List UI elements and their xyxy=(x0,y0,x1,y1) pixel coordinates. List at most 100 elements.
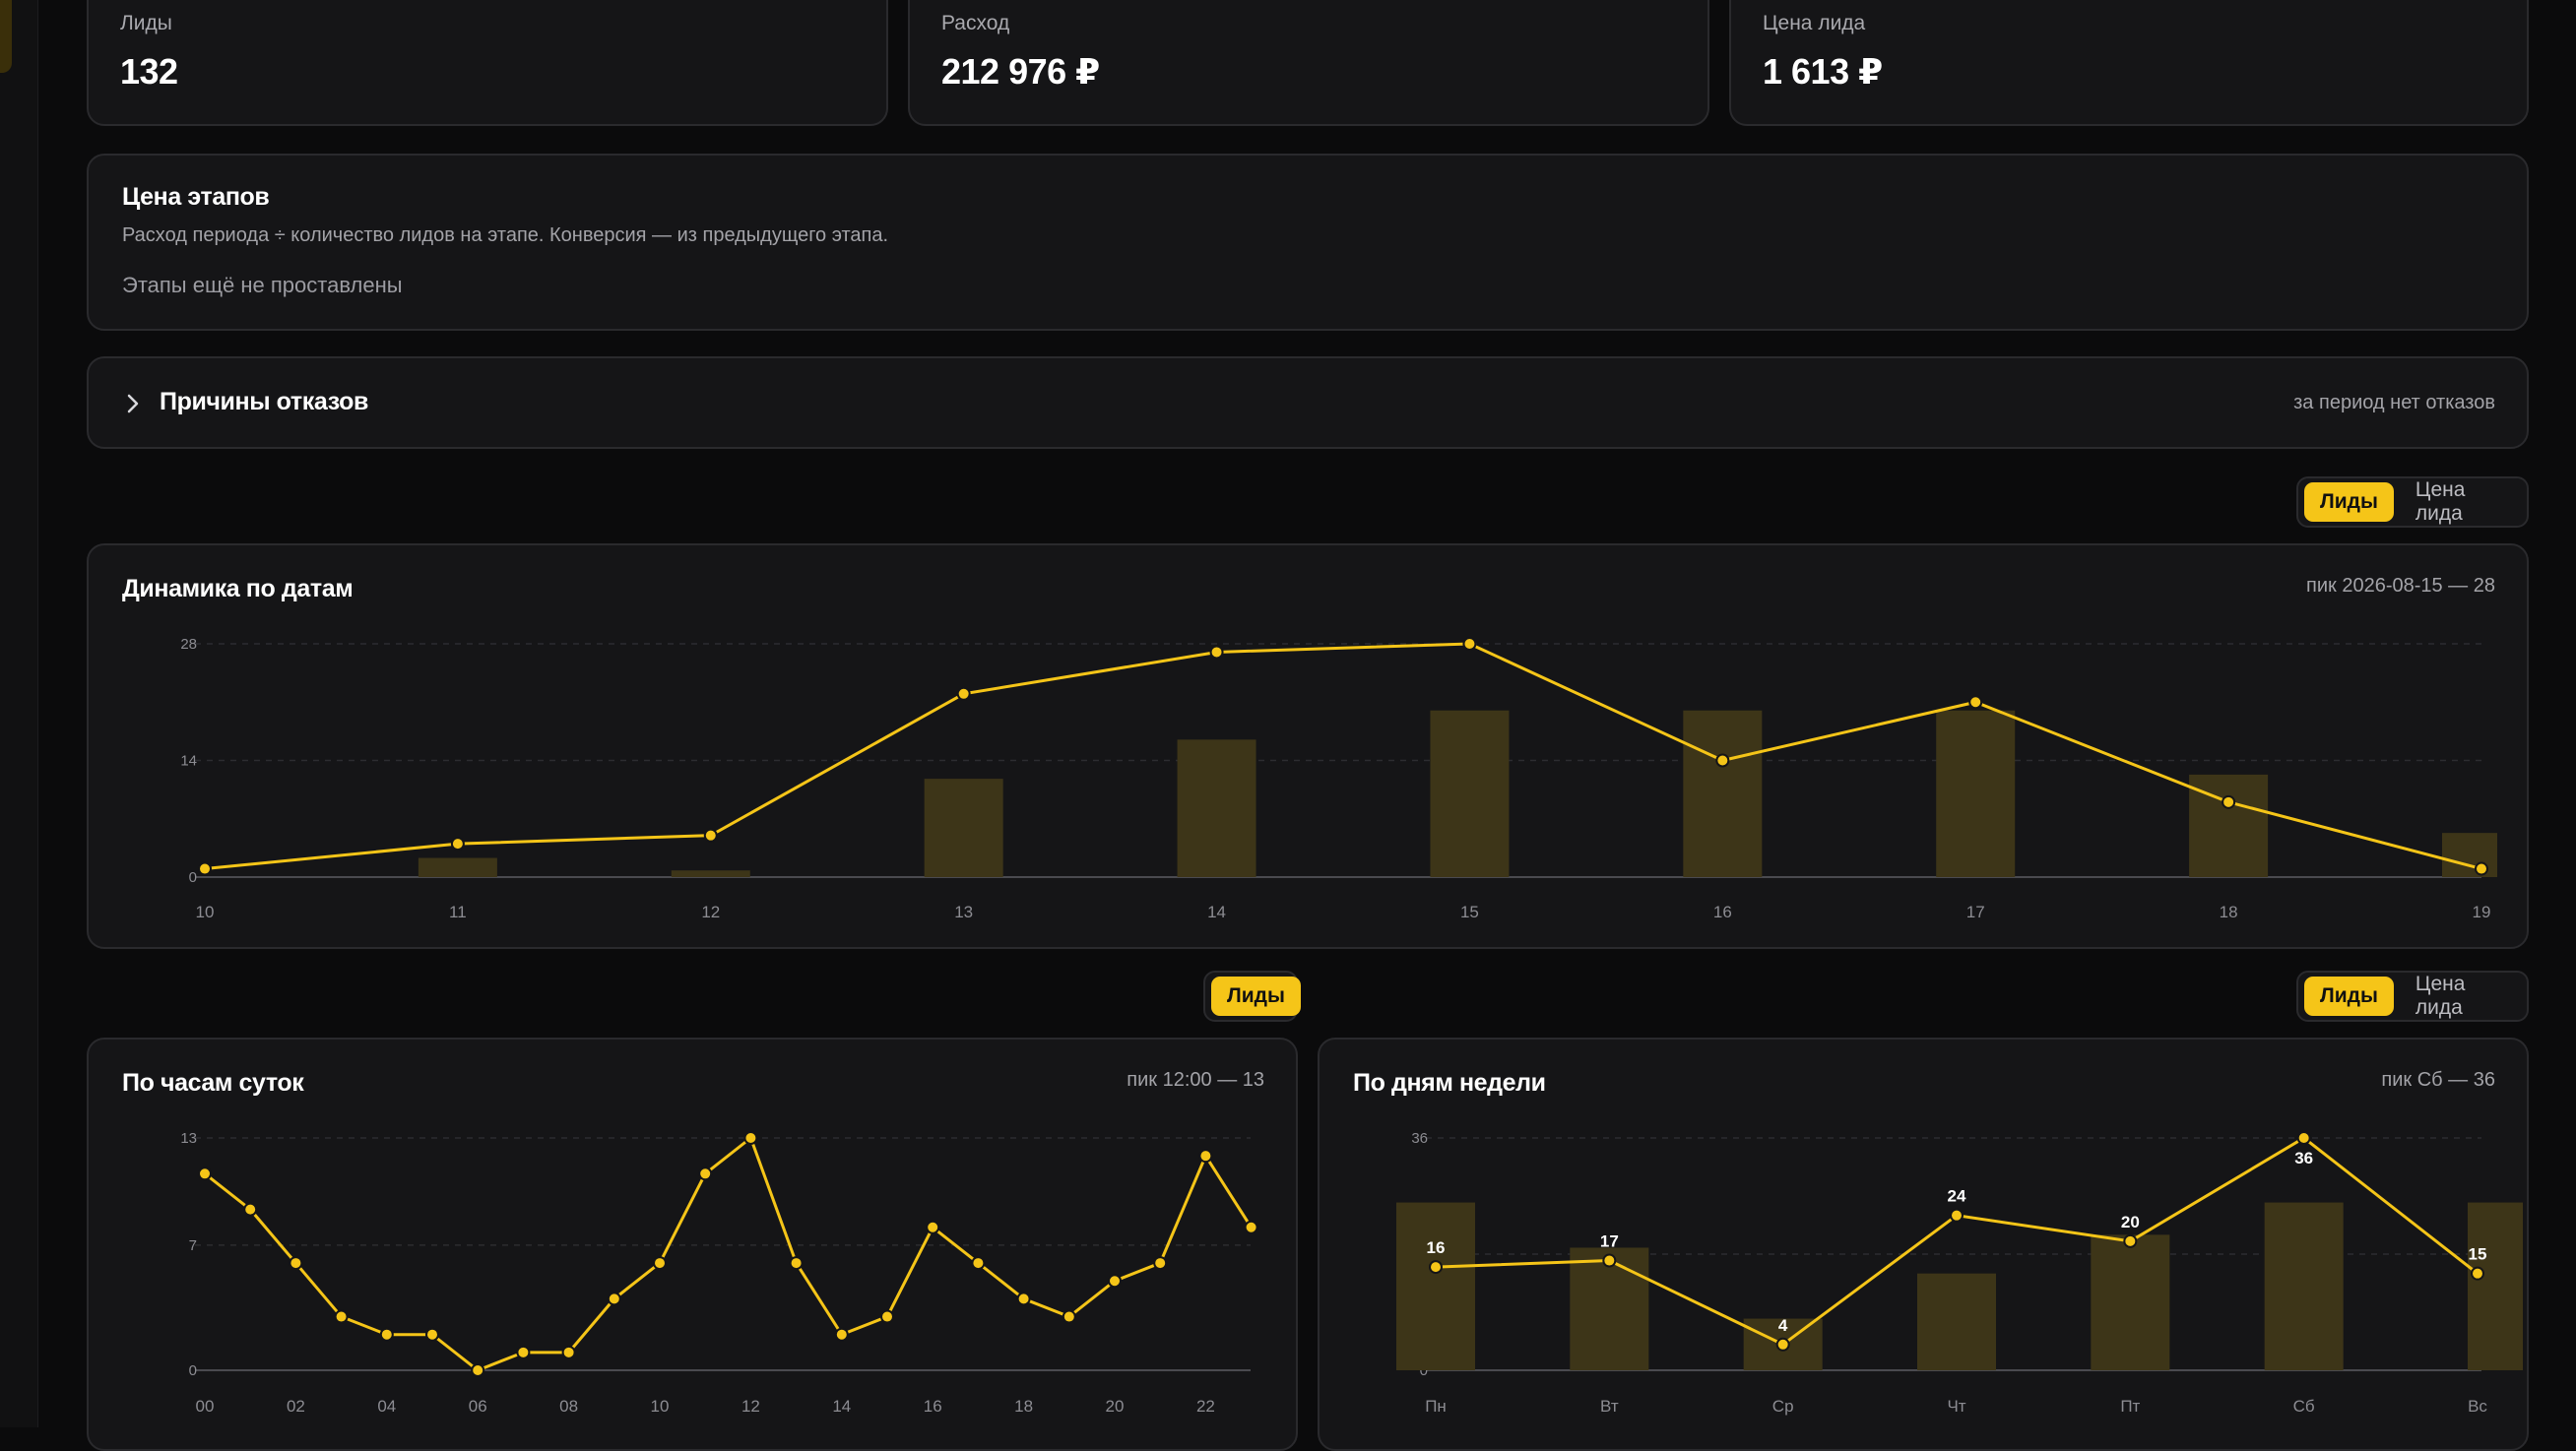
bar xyxy=(2091,1234,2170,1370)
bar xyxy=(2468,1202,2523,1370)
bar xyxy=(2264,1202,2344,1370)
x-tick-label: 04 xyxy=(377,1397,396,1416)
series-line xyxy=(204,642,2482,871)
bar xyxy=(1917,1273,1996,1370)
kpi-label: Цена лида xyxy=(1763,12,1866,34)
card-title: Причины отказов xyxy=(160,388,368,415)
x-tick-label: 12 xyxy=(701,903,720,921)
toggle-option-leads[interactable]: Лиды xyxy=(2304,482,2394,522)
x-tick-label: 18 xyxy=(2220,903,2238,921)
x-tick-label: 10 xyxy=(196,903,215,921)
data-point xyxy=(2296,1131,2311,1145)
chart-peak-note: пик 12:00 — 13 xyxy=(1127,1069,1264,1091)
x-tick-label: 17 xyxy=(1966,903,1985,921)
data-point xyxy=(1153,1256,1168,1271)
data-point xyxy=(698,1167,713,1181)
data-point xyxy=(926,1220,940,1234)
chart-peak-note: пик Сб — 36 xyxy=(2381,1069,2495,1091)
card-title: Цена этапов xyxy=(122,183,270,211)
sidebar-edge xyxy=(0,0,38,1427)
rejection-reasons-card[interactable]: Причины отказов за период нет отказов xyxy=(87,356,2529,449)
data-point xyxy=(198,1167,212,1181)
series-line xyxy=(204,1135,1253,1372)
data-point xyxy=(880,1309,894,1324)
data-point xyxy=(1602,1253,1617,1268)
data-label: 15 xyxy=(2469,1245,2487,1264)
data-point xyxy=(1198,1149,1213,1164)
x-tick-label: Пн xyxy=(1425,1397,1447,1416)
data-point xyxy=(2475,861,2488,876)
metric-toggle-hours: Лиды xyxy=(1203,971,1301,1022)
bar xyxy=(671,870,750,877)
x-tick-label: 13 xyxy=(954,903,973,921)
data-point xyxy=(1016,1292,1031,1306)
kpi-value: 212 976 ₽ xyxy=(941,51,1100,92)
y-tick-label: 14 xyxy=(180,753,197,770)
data-point xyxy=(334,1309,349,1324)
data-point xyxy=(1108,1274,1122,1289)
x-tick-label: 20 xyxy=(1106,1397,1125,1416)
metric-toggle-weekdays: Лиды Цена лида xyxy=(2296,971,2529,1022)
data-point xyxy=(450,837,465,852)
bar xyxy=(418,857,497,877)
data-point xyxy=(1244,1220,1258,1234)
data-point xyxy=(834,1327,849,1342)
stage-empty-text: Этапы ещё не проставлены xyxy=(122,273,403,297)
data-label: 4 xyxy=(1778,1316,1788,1335)
x-tick-label: Сб xyxy=(2293,1397,2315,1416)
data-point xyxy=(653,1256,667,1271)
x-tick-label: 08 xyxy=(559,1397,578,1416)
bar xyxy=(1683,710,1763,877)
x-tick-label: 22 xyxy=(1196,1397,1215,1416)
data-point xyxy=(561,1345,576,1359)
data-point xyxy=(1950,1208,1964,1223)
x-tick-label: 02 xyxy=(287,1397,305,1416)
kpi-card-lead-price: Цена лида 1 613 ₽ xyxy=(1729,0,2529,126)
x-tick-label: 10 xyxy=(651,1397,670,1416)
kpi-label: Лиды xyxy=(120,12,172,34)
chart-peak-note: пик 2026-08-15 — 28 xyxy=(2306,575,2495,597)
toggle-option-leads[interactable]: Лиды xyxy=(1211,977,1301,1016)
data-point xyxy=(471,1363,485,1377)
toggle-option-lead-price[interactable]: Цена лида xyxy=(2415,478,2466,525)
bar xyxy=(2442,833,2497,877)
data-point xyxy=(243,1202,258,1217)
x-tick-label: 16 xyxy=(1713,903,1732,921)
data-point xyxy=(516,1345,531,1359)
bar xyxy=(1177,739,1256,877)
sidebar-active-tab[interactable] xyxy=(0,0,12,73)
kpi-card-spend: Расход 212 976 ₽ xyxy=(908,0,1709,126)
data-label: 20 xyxy=(2121,1213,2140,1231)
data-point xyxy=(743,1131,758,1145)
data-label: 24 xyxy=(1948,1187,1966,1206)
data-point xyxy=(971,1256,986,1271)
rejections-note: за период нет отказов xyxy=(2293,392,2495,413)
chart-title: По часам суток xyxy=(122,1069,304,1097)
data-point xyxy=(1968,695,1983,710)
data-point xyxy=(289,1256,303,1271)
data-point xyxy=(2471,1266,2484,1281)
y-tick-label: 0 xyxy=(189,1362,197,1379)
bar xyxy=(924,779,1003,877)
data-point xyxy=(1209,645,1224,660)
data-point xyxy=(956,686,971,701)
y-tick-label: 7 xyxy=(189,1237,197,1254)
chart-title: Динамика по датам xyxy=(122,575,354,602)
x-tick-label: Вс xyxy=(2468,1397,2487,1416)
toggle-option-lead-price[interactable]: Цена лида xyxy=(2415,973,2466,1019)
toggle-option-leads[interactable]: Лиды xyxy=(2304,977,2394,1016)
bar xyxy=(1430,710,1510,877)
data-point xyxy=(1775,1337,1790,1352)
weekdays-chart: 018361617424203615ПнВтСрЧтПтСбВс xyxy=(1396,1130,2523,1416)
data-point xyxy=(1715,753,1730,768)
data-point xyxy=(789,1256,804,1271)
kpi-value: 1 613 ₽ xyxy=(1763,51,1883,92)
dynamics-chart: 0 14 28 10 11 12 13 14 15 16 17 18 19 xyxy=(180,636,2497,921)
bar xyxy=(1396,1202,1475,1370)
chevron-right-icon[interactable] xyxy=(124,393,142,414)
y-tick-label: 0 xyxy=(189,869,197,886)
x-tick-label: Ср xyxy=(1772,1397,1794,1416)
x-tick-label: 19 xyxy=(2473,903,2491,921)
bar xyxy=(1936,710,2016,877)
hours-chart-card: По часам суток пик 12:00 — 13 0 7 13 00 02 04… xyxy=(87,1038,1298,1451)
